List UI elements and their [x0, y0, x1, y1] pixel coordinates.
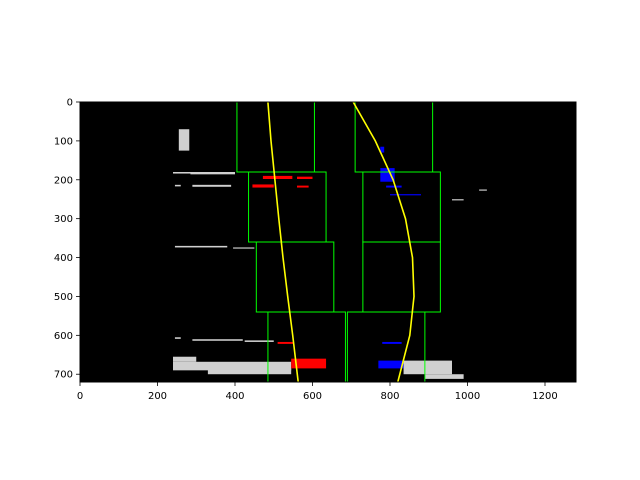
left-lane-pixel-region	[262, 175, 293, 179]
x-tick-label: 0	[77, 391, 83, 402]
other-pixel-region	[173, 356, 197, 362]
other-pixels-layer	[173, 129, 487, 379]
y-tick-label: 400	[54, 253, 73, 264]
x-tick-label: 200	[148, 391, 167, 402]
other-pixel-region	[233, 247, 255, 249]
other-pixel-region	[452, 199, 464, 201]
other-pixel-region	[190, 172, 235, 175]
y-tick-label: 200	[54, 175, 73, 186]
other-pixel-region	[207, 368, 292, 375]
other-pixel-region	[192, 339, 243, 341]
left-lane-pixel-region	[252, 184, 274, 188]
plot-frame	[79, 101, 577, 383]
other-pixel-region	[173, 172, 197, 174]
x-tick-label: 600	[303, 391, 322, 402]
left-lane-pixel-region	[291, 358, 327, 369]
y-axis: 0 100 200 300 400 500 600 700	[54, 98, 80, 381]
x-tick-label: 1000	[455, 391, 480, 402]
right-lane-pixel-region	[390, 194, 421, 196]
other-pixel-region	[403, 360, 452, 375]
other-pixel-region	[424, 374, 464, 379]
x-tick-label: 800	[380, 391, 399, 402]
other-pixel-region	[479, 189, 487, 191]
left-lane-pixels-layer	[252, 175, 327, 369]
other-pixel-region	[178, 129, 190, 151]
other-pixel-region	[173, 361, 292, 371]
left-lane-fit-line	[267, 101, 299, 383]
other-pixel-region	[192, 184, 232, 187]
y-tick-label: 700	[54, 370, 73, 381]
right-lane-pixel-region	[378, 360, 404, 369]
right-lane-pixel-region	[386, 185, 402, 188]
x-tick-label: 1200	[532, 391, 557, 402]
y-tick-label: 100	[54, 136, 73, 147]
y-tick-label: 300	[54, 214, 73, 225]
y-tick-label: 600	[54, 331, 73, 342]
other-pixel-region	[244, 340, 274, 342]
other-pixel-region	[174, 184, 181, 187]
other-pixel-region	[174, 245, 228, 248]
right-lane-fit-line	[352, 101, 415, 383]
left-lane-pixel-region	[277, 341, 294, 344]
other-pixel-region	[174, 337, 181, 339]
left-lane-pixel-region	[297, 185, 309, 188]
y-tick-label: 500	[54, 292, 73, 303]
x-tick-label: 400	[225, 391, 244, 402]
lane-fit-layer	[267, 101, 415, 383]
left-lane-pixel-region	[297, 176, 313, 179]
right-lane-pixel-region	[382, 341, 402, 344]
x-axis: 0 200 400 600 800 1000 1200	[77, 382, 558, 402]
y-tick-label: 0	[67, 98, 73, 109]
right-lane-pixel-region	[380, 146, 385, 153]
